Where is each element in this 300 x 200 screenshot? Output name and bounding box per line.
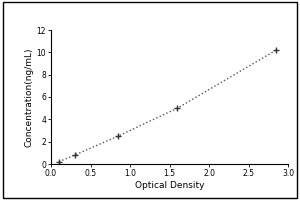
Y-axis label: Concentration(ng/mL): Concentration(ng/mL) (25, 47, 34, 147)
X-axis label: Optical Density: Optical Density (135, 181, 204, 190)
